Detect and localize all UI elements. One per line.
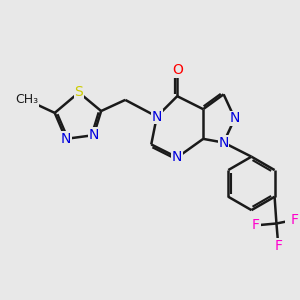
Text: N: N	[152, 110, 162, 124]
Text: N: N	[218, 136, 229, 150]
Text: N: N	[88, 128, 99, 142]
Text: N: N	[172, 150, 182, 164]
Text: F: F	[252, 218, 260, 232]
Text: CH₃: CH₃	[15, 93, 38, 106]
Text: F: F	[291, 213, 299, 227]
Text: S: S	[74, 85, 83, 100]
Text: F: F	[274, 239, 282, 253]
Text: N: N	[230, 112, 240, 125]
Text: N: N	[61, 132, 71, 146]
Text: O: O	[172, 63, 183, 77]
